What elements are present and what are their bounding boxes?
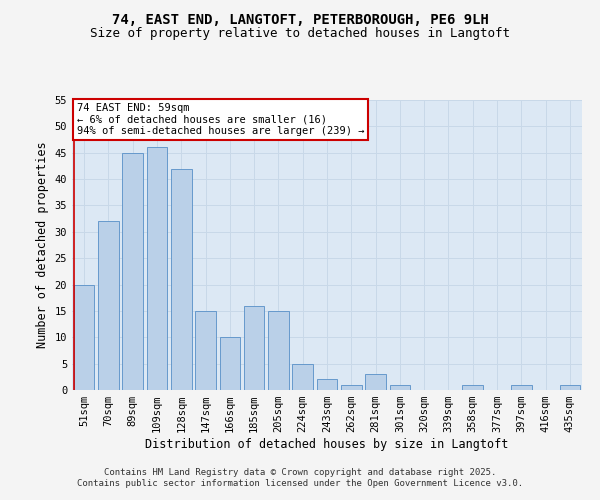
Text: Size of property relative to detached houses in Langtoft: Size of property relative to detached ho… bbox=[90, 28, 510, 40]
Bar bbox=[122, 152, 143, 390]
Bar bbox=[171, 168, 191, 390]
Y-axis label: Number of detached properties: Number of detached properties bbox=[36, 142, 49, 348]
Bar bbox=[146, 148, 167, 390]
Bar bbox=[244, 306, 265, 390]
Bar bbox=[560, 384, 580, 390]
X-axis label: Distribution of detached houses by size in Langtoft: Distribution of detached houses by size … bbox=[145, 438, 509, 451]
Text: Contains HM Land Registry data © Crown copyright and database right 2025.
Contai: Contains HM Land Registry data © Crown c… bbox=[77, 468, 523, 487]
Bar bbox=[195, 311, 216, 390]
Bar bbox=[268, 311, 289, 390]
Bar bbox=[74, 284, 94, 390]
Text: 74, EAST END, LANGTOFT, PETERBOROUGH, PE6 9LH: 74, EAST END, LANGTOFT, PETERBOROUGH, PE… bbox=[112, 12, 488, 26]
Bar bbox=[98, 222, 119, 390]
Bar bbox=[317, 380, 337, 390]
Bar bbox=[220, 338, 240, 390]
Bar bbox=[389, 384, 410, 390]
Bar bbox=[365, 374, 386, 390]
Bar bbox=[511, 384, 532, 390]
Bar bbox=[463, 384, 483, 390]
Bar bbox=[292, 364, 313, 390]
Bar bbox=[341, 384, 362, 390]
Text: 74 EAST END: 59sqm
← 6% of detached houses are smaller (16)
94% of semi-detached: 74 EAST END: 59sqm ← 6% of detached hous… bbox=[77, 103, 365, 136]
